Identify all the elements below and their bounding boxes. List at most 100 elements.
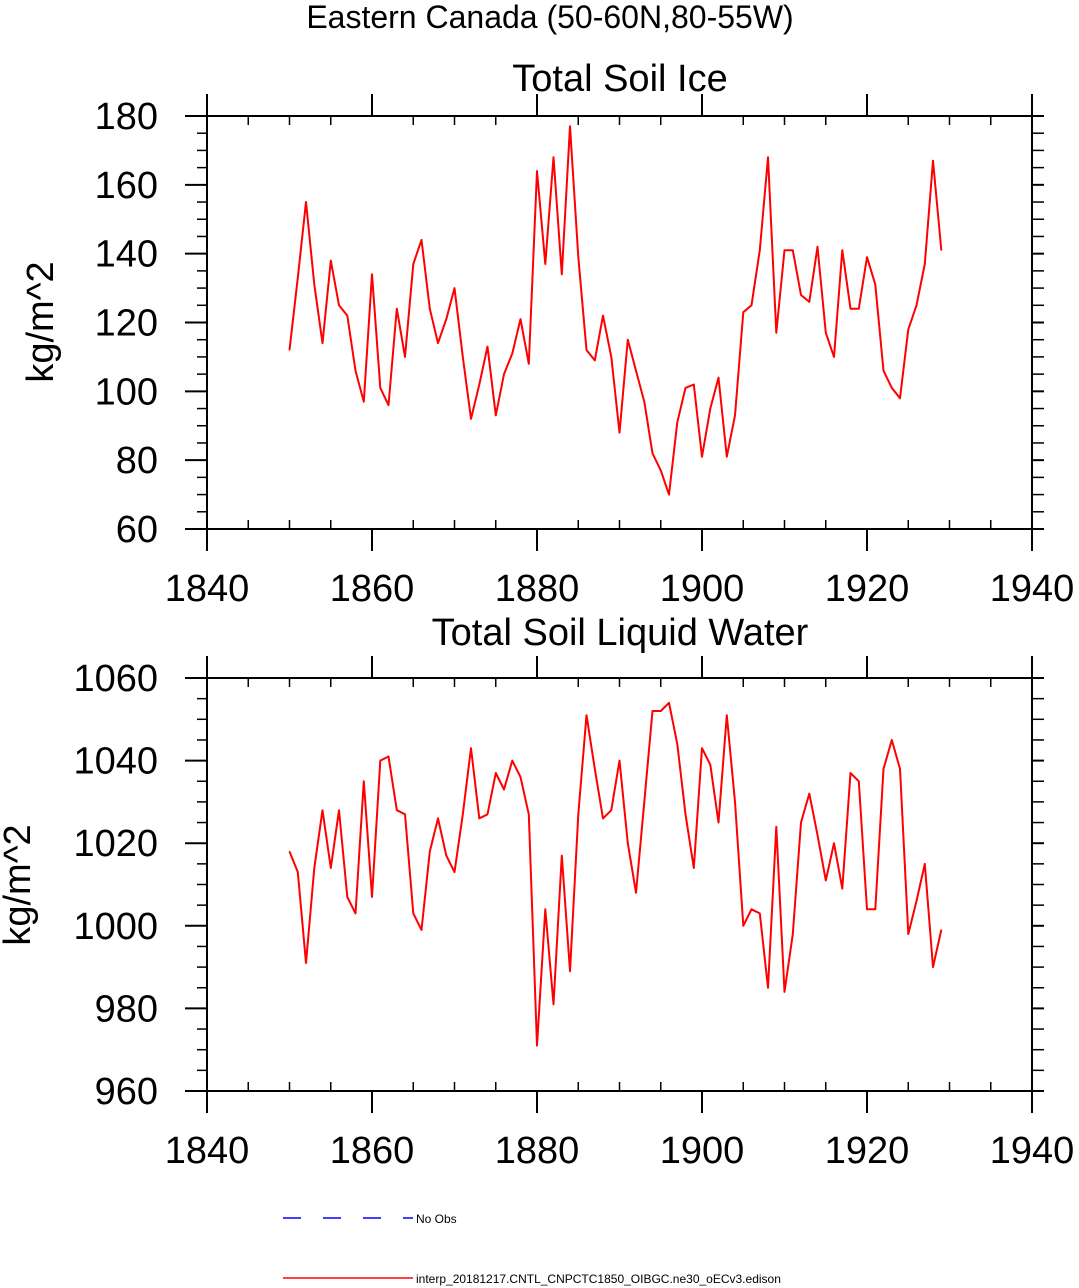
- data-point: [610, 809, 612, 811]
- data-point: [453, 287, 456, 289]
- x-tick-label: 1860: [330, 1130, 415, 1172]
- data-point: [858, 780, 860, 782]
- data-point: [379, 760, 381, 762]
- data-point: [899, 397, 901, 399]
- data-point: [528, 363, 530, 365]
- data-point: [585, 349, 588, 351]
- data-point: [841, 249, 843, 251]
- data-point: [816, 246, 819, 248]
- data-point: [453, 871, 456, 873]
- data-point: [486, 813, 489, 815]
- data-point: [618, 760, 621, 762]
- data-point: [288, 850, 291, 853]
- data-point: [800, 821, 802, 824]
- data-point: [833, 356, 835, 358]
- y-axis-label: kg/m^2: [20, 261, 62, 382]
- data-point: [602, 817, 604, 820]
- data-point: [346, 315, 348, 317]
- data-point: [684, 813, 687, 815]
- y-tick-label: 1040: [73, 741, 158, 783]
- data-point: [767, 156, 769, 158]
- data-point: [651, 710, 654, 712]
- data-point: [882, 370, 885, 372]
- data-point: [503, 373, 505, 375]
- y-tick-label: 980: [95, 988, 158, 1030]
- data-point: [726, 714, 728, 716]
- series-line: [288, 701, 943, 1047]
- data-point: [445, 854, 447, 857]
- data-point: [594, 359, 596, 361]
- data-point: [552, 156, 555, 158]
- data-point: [618, 432, 621, 434]
- data-point: [330, 259, 332, 262]
- data-point: [932, 160, 934, 162]
- y-tick-label: 1020: [73, 823, 158, 865]
- data-point: [610, 356, 612, 358]
- data-point: [940, 929, 942, 931]
- x-tick-label: 1840: [165, 568, 250, 610]
- data-point: [726, 456, 728, 458]
- x-tick-label: 1940: [990, 1130, 1075, 1172]
- data-point: [915, 304, 918, 306]
- data-point: [643, 801, 645, 803]
- y-tick-label: 960: [95, 1071, 158, 1113]
- data-point: [470, 747, 472, 749]
- x-tick-label: 1880: [495, 568, 580, 610]
- data-point: [767, 987, 769, 989]
- data-point: [783, 991, 786, 993]
- data-point: [891, 387, 893, 389]
- data-point: [569, 125, 571, 127]
- data-point: [528, 813, 530, 815]
- data-point: [874, 284, 876, 286]
- y-tick-label: 1000: [73, 906, 158, 948]
- data-point: [660, 469, 662, 472]
- data-point: [742, 311, 744, 313]
- data-point: [734, 801, 736, 803]
- data-point: [297, 277, 299, 279]
- data-point: [577, 813, 579, 815]
- data-point: [841, 888, 843, 890]
- data-point: [882, 768, 885, 770]
- data-point: [701, 456, 703, 458]
- data-point: [932, 966, 934, 968]
- data-point: [800, 294, 802, 296]
- x-tick-label: 1940: [990, 568, 1075, 610]
- data-point: [338, 809, 340, 811]
- data-point: [635, 892, 637, 894]
- data-point: [313, 867, 315, 869]
- data-point: [693, 383, 695, 386]
- data-point: [783, 249, 786, 251]
- data-point: [437, 817, 439, 820]
- data-point: [321, 342, 324, 344]
- data-point: [478, 817, 480, 820]
- data-point: [404, 813, 406, 815]
- data-point: [734, 414, 736, 417]
- data-point: [899, 768, 901, 770]
- data-point: [907, 933, 909, 935]
- data-point: [891, 739, 893, 741]
- data-point: [536, 170, 538, 172]
- y-tick-label: 60: [116, 509, 158, 551]
- data-point: [387, 404, 390, 406]
- data-point: [792, 933, 794, 935]
- chart-total-soil-ice: Total Soil Ice kg/m^2 1840 1860 1880 1900 19…: [20, 58, 1074, 610]
- data-point: [396, 308, 398, 310]
- data-point: [445, 318, 447, 320]
- data-point: [412, 912, 414, 915]
- data-point: [874, 908, 876, 910]
- data-point: [940, 249, 942, 251]
- data-point: [759, 912, 761, 915]
- y-tick-label: 100: [95, 371, 158, 413]
- data-point: [536, 1044, 538, 1047]
- data-point: [668, 493, 670, 496]
- data-point: [750, 304, 753, 306]
- chart-total-soil-liquid-water: Total Soil Liquid Water kg/m^2 1840 1860 1…: [0, 612, 1074, 1172]
- data-point: [709, 764, 711, 766]
- data-point: [660, 710, 662, 712]
- data-point: [420, 929, 423, 931]
- x-tick-label: 1860: [330, 568, 415, 610]
- plot-frame: [206, 115, 1033, 530]
- data-point: [297, 871, 299, 873]
- data-point: [363, 780, 365, 782]
